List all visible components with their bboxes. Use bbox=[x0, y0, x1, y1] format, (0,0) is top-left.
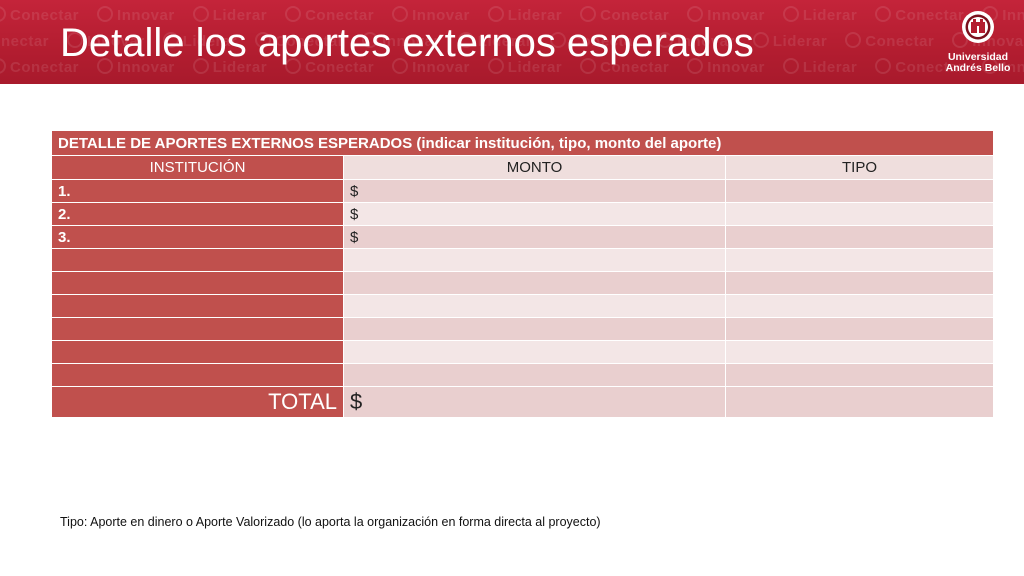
monto-cell bbox=[343, 294, 726, 318]
tipo-cell bbox=[724, 202, 995, 226]
watermark-word: Innovar bbox=[687, 58, 765, 76]
total-monto: $ bbox=[343, 386, 726, 418]
watermark-word: Conectar bbox=[285, 58, 374, 76]
logo-line-1: Universidad bbox=[947, 51, 1009, 63]
table-row bbox=[51, 248, 995, 272]
watermark-word: Innovar bbox=[67, 32, 145, 50]
total-label: TOTAL bbox=[51, 386, 344, 418]
monto-cell: $ bbox=[343, 225, 726, 249]
watermark-word: Innovar bbox=[392, 58, 470, 76]
institucion-cell bbox=[51, 317, 344, 341]
watermark-word: Conectar bbox=[285, 6, 374, 24]
watermark-word: Innovar bbox=[362, 32, 440, 50]
institucion-cell bbox=[51, 248, 344, 272]
column-header-tipo: TIPO bbox=[724, 155, 995, 180]
watermark-word: Innovar bbox=[392, 6, 470, 24]
table-row: 2. $ bbox=[51, 202, 995, 226]
slide-title: Detalle los aportes externos esperados bbox=[60, 21, 754, 65]
tipo-cell bbox=[724, 225, 995, 249]
table-row bbox=[51, 340, 995, 364]
monto-cell bbox=[343, 248, 726, 272]
watermark-word: Innovar bbox=[97, 58, 175, 76]
watermark-word: Conectar bbox=[875, 58, 964, 76]
table-row: 3. $ bbox=[51, 225, 995, 249]
institucion-cell bbox=[51, 363, 344, 387]
watermark-row-3: Conectar Innovar Liderar Conectar Innovar Lid… bbox=[0, 58, 1024, 76]
monto-cell bbox=[343, 317, 726, 341]
watermark-word: Conectar bbox=[0, 32, 49, 50]
watermark-word: Innovar bbox=[982, 58, 1024, 76]
table-row bbox=[51, 294, 995, 318]
column-header-monto: MONTO bbox=[343, 155, 726, 180]
contributions-table: DETALLE DE APORTES EXTERNOS ESPERADOS (i… bbox=[50, 130, 995, 418]
title-banner: Conectar Innovar Liderar Conectar Innovar Lid… bbox=[0, 0, 1024, 84]
watermark-word: Conectar bbox=[580, 58, 669, 76]
monto-cell bbox=[343, 340, 726, 364]
monto-cell: $ bbox=[343, 202, 726, 226]
watermark-word: Liderar bbox=[193, 58, 267, 76]
watermark-word: Liderar bbox=[458, 32, 532, 50]
watermark-word: Liderar bbox=[488, 58, 562, 76]
tipo-cell bbox=[724, 363, 995, 387]
watermark-word: Conectar bbox=[0, 58, 79, 76]
watermark-row-2: Conectar Innovar Liderar Conectar Innovar Lid… bbox=[0, 32, 1024, 50]
monto-cell bbox=[343, 271, 726, 295]
watermark-word: Liderar bbox=[193, 6, 267, 24]
tipo-cell bbox=[724, 317, 995, 341]
watermark-word: Liderar bbox=[163, 32, 237, 50]
table-row bbox=[51, 363, 995, 387]
institucion-cell: 1. bbox=[51, 179, 344, 203]
institucion-cell: 2. bbox=[51, 202, 344, 226]
watermark-row-1: Conectar Innovar Liderar Conectar Innovar Lid… bbox=[0, 6, 1024, 24]
university-shield-icon bbox=[962, 11, 994, 43]
monto-cell: $ bbox=[343, 179, 726, 203]
institucion-cell bbox=[51, 340, 344, 364]
institucion-cell: 3. bbox=[51, 225, 344, 249]
watermark-word: Innovar bbox=[982, 6, 1024, 24]
watermark-word: Liderar bbox=[783, 6, 857, 24]
watermark-word: Conectar bbox=[580, 6, 669, 24]
table-title: DETALLE DE APORTES EXTERNOS ESPERADOS (i… bbox=[50, 130, 995, 156]
watermark-word: Liderar bbox=[488, 6, 562, 24]
footnote: Tipo: Aporte en dinero o Aporte Valoriza… bbox=[60, 515, 601, 529]
watermark-word: Liderar bbox=[783, 58, 857, 76]
tipo-cell bbox=[724, 271, 995, 295]
watermark-word: Conectar bbox=[875, 6, 964, 24]
watermark-word: Innovar bbox=[687, 6, 765, 24]
tipo-cell bbox=[724, 294, 995, 318]
column-header-institucion: INSTITUCIÓN bbox=[51, 155, 344, 180]
monto-cell bbox=[343, 363, 726, 387]
tipo-cell bbox=[724, 340, 995, 364]
table-row bbox=[51, 271, 995, 295]
watermark-word: Conectar bbox=[255, 32, 344, 50]
institucion-cell bbox=[51, 271, 344, 295]
table-row bbox=[51, 317, 995, 341]
logo-line-2: Andrés Bello bbox=[945, 62, 1011, 74]
university-logo: Universidad Andrés Bello bbox=[938, 8, 1018, 78]
institucion-cell bbox=[51, 294, 344, 318]
watermark-word: Conectar bbox=[845, 32, 934, 50]
watermark-word: Conectar bbox=[550, 32, 639, 50]
tipo-cell bbox=[724, 248, 995, 272]
table-row: 1. $ bbox=[51, 179, 995, 203]
watermark-word: Conectar bbox=[0, 6, 79, 24]
watermark-word: Innovar bbox=[657, 32, 735, 50]
total-tipo bbox=[724, 386, 995, 418]
watermark-word: Liderar bbox=[753, 32, 827, 50]
tipo-cell bbox=[724, 179, 995, 203]
watermark-word: Innovar bbox=[97, 6, 175, 24]
total-row: TOTAL $ bbox=[51, 386, 995, 418]
